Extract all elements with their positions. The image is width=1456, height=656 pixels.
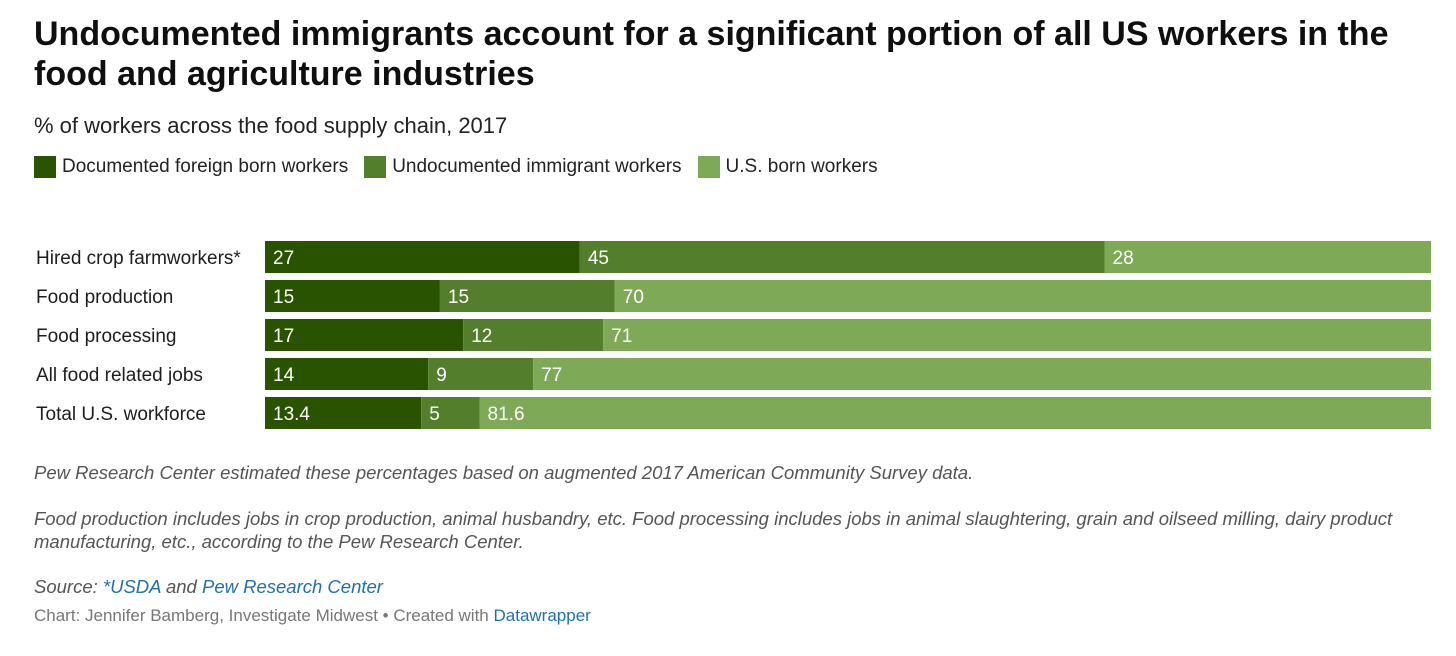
bar-segment bbox=[1104, 241, 1431, 273]
bar-segment bbox=[265, 358, 429, 390]
bar-value-label: 45 bbox=[588, 248, 609, 269]
legend-item-us-born: U.S. born workers bbox=[697, 156, 878, 178]
bar-value-label: 5 bbox=[429, 404, 440, 425]
bar-segment bbox=[533, 358, 1431, 390]
chart-container: Undocumented immigrants account for a si… bbox=[34, 14, 1434, 178]
bar-value-label: 13.4 bbox=[273, 404, 310, 425]
bar-value-label: 15 bbox=[448, 287, 469, 308]
legend-swatch-us-born bbox=[697, 156, 720, 178]
credit-text: Chart: Jennifer Bamberg, Investigate Mid… bbox=[34, 606, 494, 625]
bar-value-label: 14 bbox=[273, 365, 295, 386]
bar-segment bbox=[479, 397, 1431, 429]
bar-value-label: 12 bbox=[471, 326, 492, 347]
bar-segment bbox=[463, 319, 604, 351]
legend-item-undocumented: Undocumented immigrant workers bbox=[364, 156, 682, 178]
bar-value-label: 28 bbox=[1113, 248, 1134, 269]
legend-swatch-documented bbox=[34, 156, 56, 178]
bar-segment bbox=[265, 319, 464, 351]
bar-value-label: 27 bbox=[273, 248, 294, 269]
source-link-usda[interactable]: *USDA bbox=[102, 576, 161, 597]
category-label: Total U.S. workforce bbox=[36, 404, 206, 425]
source-mid: and bbox=[160, 576, 202, 597]
chart-title: Undocumented immigrants account for a si… bbox=[34, 15, 1389, 93]
datawrapper-link[interactable]: Datawrapper bbox=[493, 606, 591, 625]
bar-segment bbox=[603, 319, 1431, 351]
legend-label-documented: Documented foreign born workers bbox=[62, 156, 349, 177]
bar-value-label: 17 bbox=[273, 326, 294, 347]
note-methodology: Pew Research Center estimated these perc… bbox=[34, 462, 974, 483]
chart-notes: Pew Research Center estimated these perc… bbox=[34, 461, 1449, 627]
bar-segment bbox=[265, 280, 440, 312]
bar-value-label: 70 bbox=[623, 287, 644, 308]
bar-value-label: 9 bbox=[436, 365, 447, 386]
legend-label-us-born: U.S. born workers bbox=[725, 156, 878, 177]
source-link-pew[interactable]: Pew Research Center bbox=[201, 576, 383, 597]
bar-value-label: 71 bbox=[611, 326, 632, 347]
category-label: All food related jobs bbox=[36, 365, 203, 386]
stacked-bar-chart: Hired crop farmworkers* 27 45 28 Food produc… bbox=[36, 241, 1431, 429]
note-definitions: Food production includes jobs in crop pr… bbox=[34, 508, 1393, 552]
bar-value-label: 15 bbox=[273, 287, 294, 308]
bar-segment bbox=[428, 358, 534, 390]
bar-segment bbox=[421, 397, 480, 429]
bar-value-label: 77 bbox=[541, 365, 562, 386]
bar-segment bbox=[265, 241, 580, 273]
legend-item-documented: Documented foreign born workers bbox=[34, 156, 348, 178]
bar-segment bbox=[614, 280, 1431, 312]
legend-swatch-undocumented bbox=[364, 156, 387, 178]
category-label: Food processing bbox=[36, 326, 176, 347]
category-label: Food production bbox=[36, 287, 173, 308]
bar-segment bbox=[579, 241, 1105, 273]
bar-segment bbox=[439, 280, 615, 312]
source-line: Source: *USDA and Pew Research Center bbox=[34, 575, 1449, 598]
bar-value-label: 81.6 bbox=[488, 404, 525, 425]
credit-line: Chart: Jennifer Bamberg, Investigate Mid… bbox=[34, 604, 1449, 627]
source-prefix: Source: bbox=[34, 576, 103, 597]
bar-segment bbox=[265, 397, 422, 429]
category-label: Hired crop farmworkers* bbox=[36, 248, 241, 269]
legend-label-undocumented: Undocumented immigrant workers bbox=[392, 156, 682, 177]
chart-subtitle: % of workers across the food supply chai… bbox=[34, 113, 508, 138]
legend: Documented foreign born workers Undocume… bbox=[34, 156, 1434, 178]
